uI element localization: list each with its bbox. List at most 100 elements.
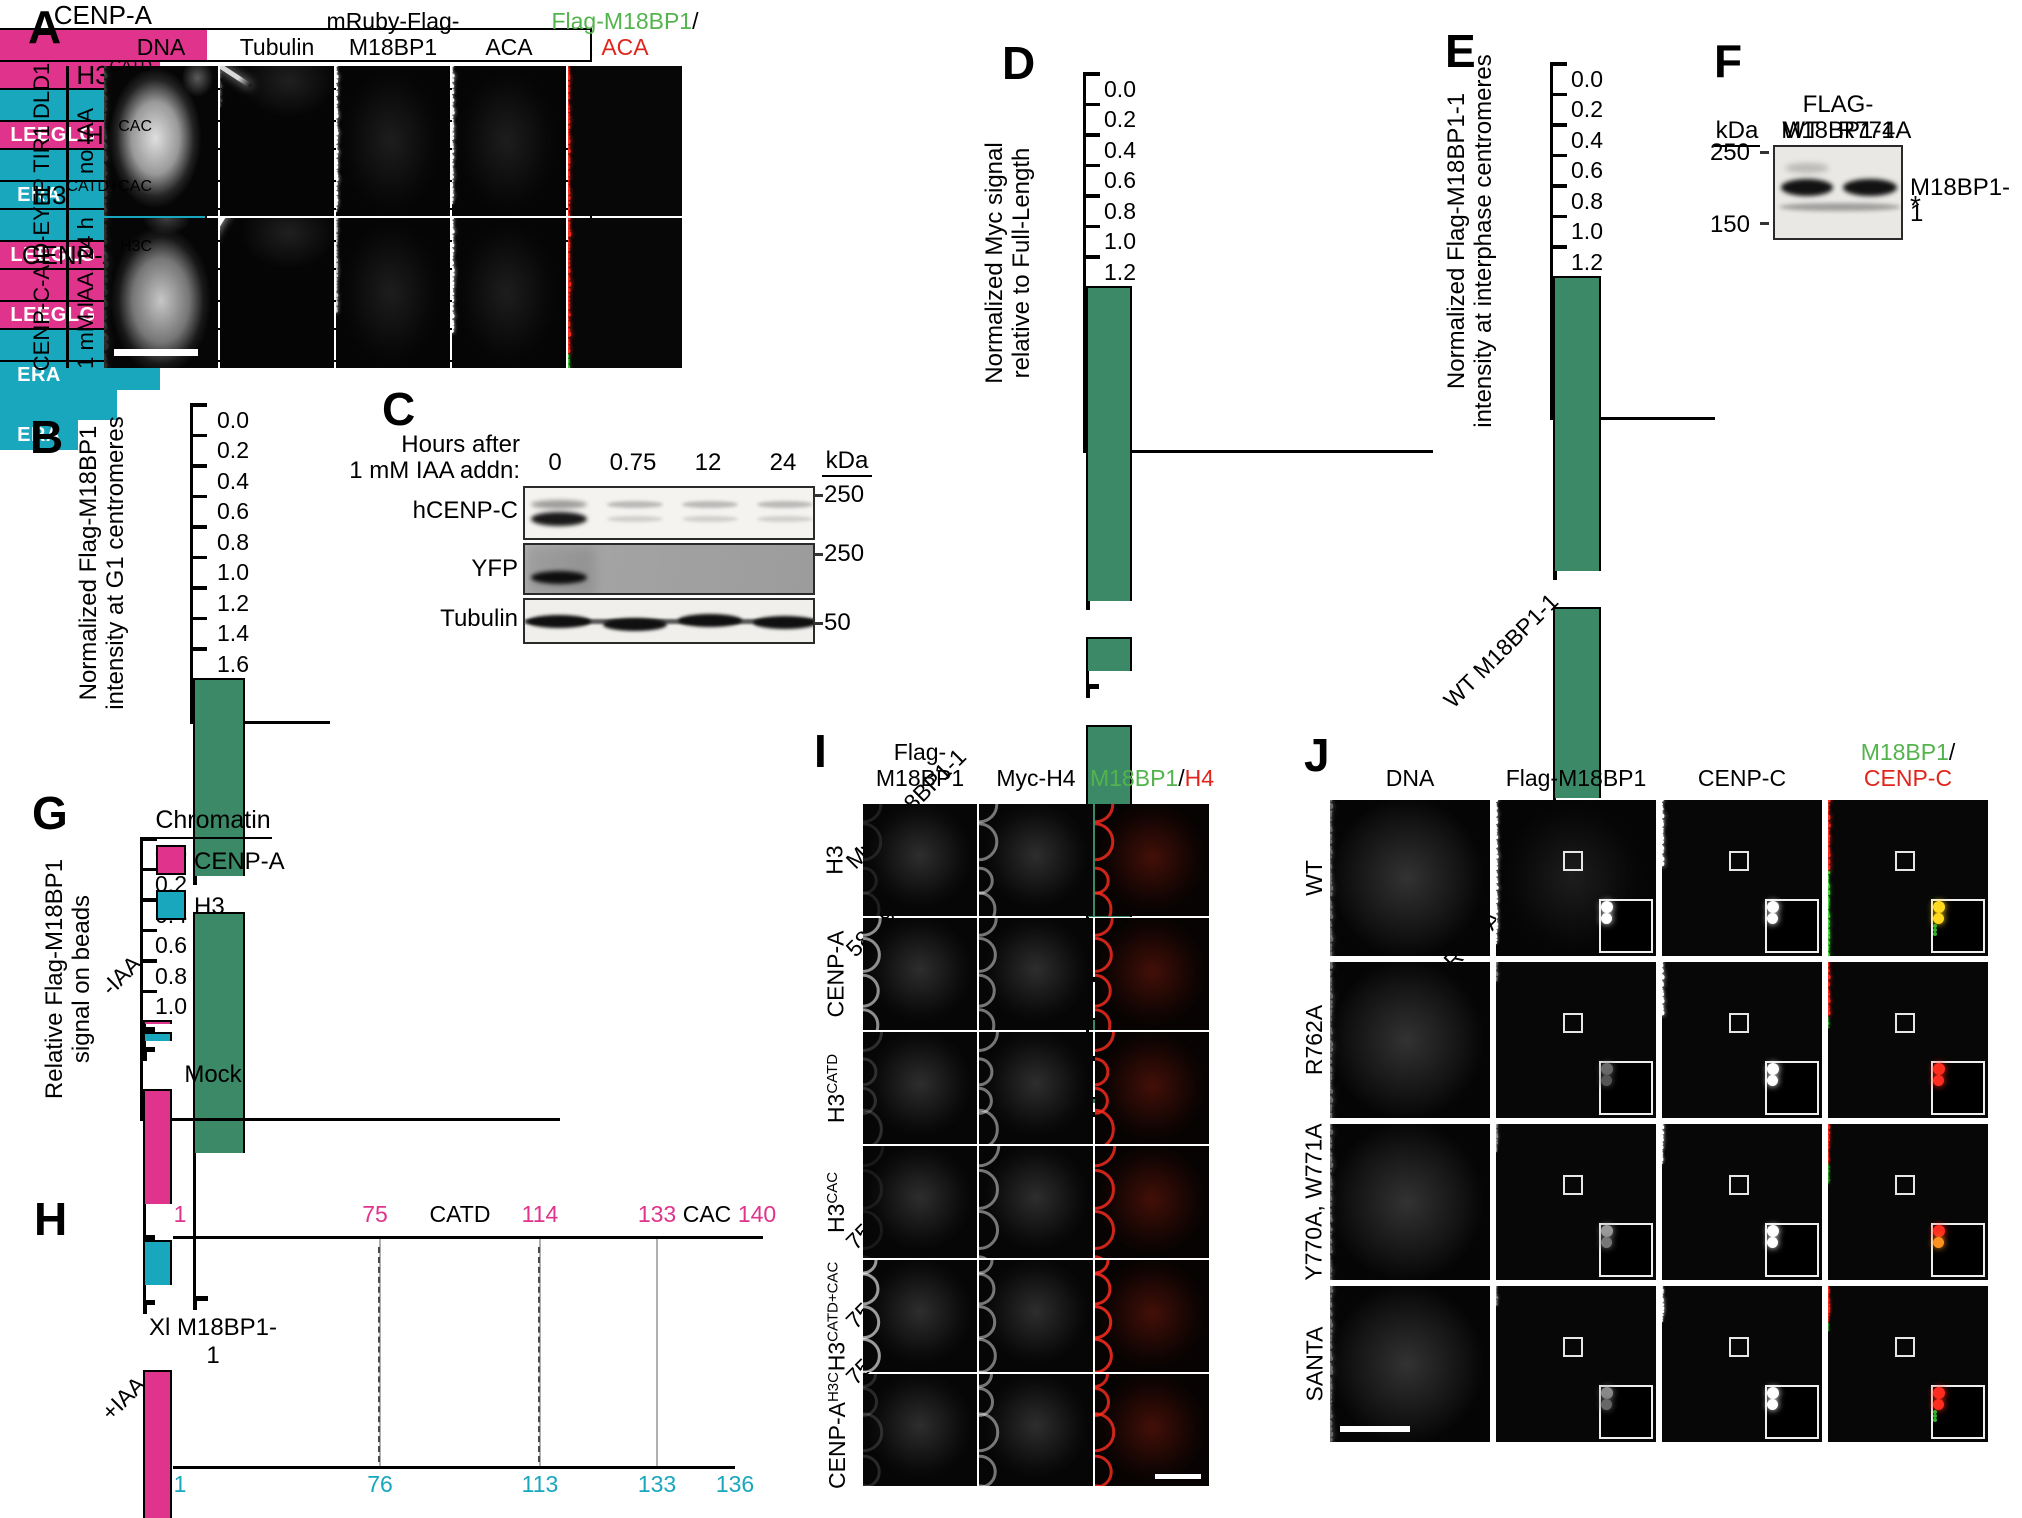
- centromere-dot: [1662, 819, 1664, 823]
- construct-label-CENP-A-H3C: CENP-A H3C: [21, 238, 152, 270]
- centromere-dot: [1330, 1025, 1332, 1028]
- centromere-dot: [452, 267, 455, 273]
- centromere-dot: [1496, 905, 1498, 910]
- centromere-dot: [1330, 951, 1332, 955]
- centromere-dot: [1330, 1257, 1332, 1260]
- centromere-dot: [104, 170, 107, 177]
- centromere-dot: [1330, 936, 1333, 943]
- legend-label-h3: H3: [194, 893, 225, 920]
- centromere-dot: [1662, 829, 1664, 833]
- centromere-dot: [220, 82, 221, 85]
- centromere-dot: [568, 360, 570, 364]
- centromere-dot: [104, 341, 109, 351]
- centromere-dot: [452, 298, 454, 303]
- chart-b-plot: 0.0 0.2 0.4 0.6 0.8 1.0 1.2 1.4 1.6 -IAA +IAA: [96, 403, 330, 1425]
- cell-ring: [1095, 1454, 1113, 1486]
- row-label-j-WT: WT: [1300, 800, 1328, 956]
- col-header-mruby-flag-m18bp1: mRuby-Flag- M18BP1: [318, 8, 468, 60]
- centromere-dot: [1828, 805, 1830, 809]
- centromere-dot: [1662, 968, 1665, 973]
- centromere-dot: [452, 107, 454, 112]
- error-cap-bottom: [143, 1302, 155, 1306]
- bar: [1553, 607, 1601, 799]
- centromere-dot: [1828, 1319, 1830, 1322]
- cell-ring: [863, 1209, 883, 1250]
- h-scale-top-75: 75: [362, 1201, 388, 1227]
- centromere-dot: [1496, 1294, 1498, 1297]
- centromere-dot: [336, 284, 338, 288]
- h-scale-top-line: [173, 1236, 763, 1239]
- centromere-dot: [568, 274, 570, 278]
- centromere-dot: [1330, 1097, 1333, 1104]
- centromere-dot: [336, 110, 338, 114]
- centromere-dot: [336, 257, 338, 260]
- centromere-dot: [1496, 812, 1499, 817]
- spindle-streak: [220, 66, 253, 89]
- centromere-dot: [1496, 877, 1498, 881]
- centromere-dot: [1828, 864, 1831, 871]
- h-scale-top-catd: CATD: [429, 1201, 491, 1227]
- centromere-dot: [1828, 1022, 1830, 1026]
- centromere-dot: [1496, 1128, 1497, 1131]
- inset-dot: [1767, 1063, 1779, 1075]
- centromere-dot: [1662, 1134, 1664, 1138]
- inset-zoom-box: [1765, 1385, 1819, 1439]
- centromere-dot: [336, 171, 338, 175]
- micrograph-j-r2-c1: [1496, 1124, 1656, 1280]
- centromere-dot: [1496, 879, 1498, 884]
- centromere-dot: [1330, 1178, 1332, 1183]
- centromere-dot: [1662, 987, 1664, 990]
- centromere-dot: [1828, 1153, 1830, 1156]
- centromere-dot: [1330, 1319, 1333, 1324]
- inset-dot: [1933, 1387, 1945, 1399]
- centromere-dot: [568, 268, 571, 274]
- centromere-dot: [568, 259, 570, 263]
- centromere-dot: [568, 253, 570, 256]
- cell-ring: [863, 1454, 881, 1486]
- centromere-dot: [104, 204, 106, 209]
- centromere-dot: [1496, 963, 1498, 966]
- y-tick-label: 0.0: [217, 406, 249, 433]
- centromere-dot: [336, 173, 338, 178]
- y-tick: [143, 959, 157, 963]
- centromere-dot: [1330, 880, 1333, 886]
- micrograph-j-r1-c0: [1330, 962, 1490, 1118]
- cell-ring: [863, 1109, 884, 1144]
- centromere-dot: [1662, 835, 1664, 840]
- inset-zoom-box: [1599, 899, 1653, 953]
- blot-row-label-yfp: YFP: [471, 555, 518, 582]
- centromere-dot: [1496, 872, 1499, 877]
- centromere-dot: [1662, 963, 1664, 967]
- centromere-dot: [1662, 1137, 1665, 1142]
- centromere-dot: [1330, 863, 1332, 866]
- centromere-dot: [452, 121, 454, 125]
- cell-ring: [863, 973, 881, 1009]
- centromere-dot: [336, 308, 339, 313]
- row-label-text: H3: [822, 845, 848, 875]
- x-tick: [1553, 571, 1557, 581]
- centromere-dot: [1662, 1297, 1665, 1303]
- centromere-dot: [1828, 1309, 1830, 1314]
- centromere-dot: [1330, 1086, 1332, 1090]
- centromere-dot: [1330, 1267, 1333, 1273]
- roi-box: [1729, 851, 1750, 872]
- centromere-dot: [1330, 1039, 1332, 1043]
- centromere-dot: [1828, 1302, 1830, 1307]
- micrograph-i-r2-c2: [1095, 1032, 1209, 1144]
- centromere-dot: [1330, 930, 1332, 934]
- centromere-dot: [1828, 1004, 1830, 1008]
- centromere-dot: [568, 154, 570, 158]
- h-scale-bottom-133: 133: [637, 1471, 677, 1497]
- centromere-dot: [1828, 962, 1830, 964]
- construct-label-H3-CATD+CAC: H3 CATD+CAC: [33, 178, 152, 210]
- centromere-dot: [336, 154, 338, 159]
- centromere-dot: [220, 69, 222, 73]
- centromere-dot: [1330, 827, 1333, 833]
- row-label-text: R762A: [1301, 1004, 1328, 1076]
- construct-end-label: LEEGLG: [10, 123, 96, 146]
- centromere-dot: [568, 148, 571, 154]
- bar: [193, 677, 245, 877]
- centromere-dot: [1828, 1161, 1830, 1164]
- cell-ring: [1095, 1412, 1115, 1452]
